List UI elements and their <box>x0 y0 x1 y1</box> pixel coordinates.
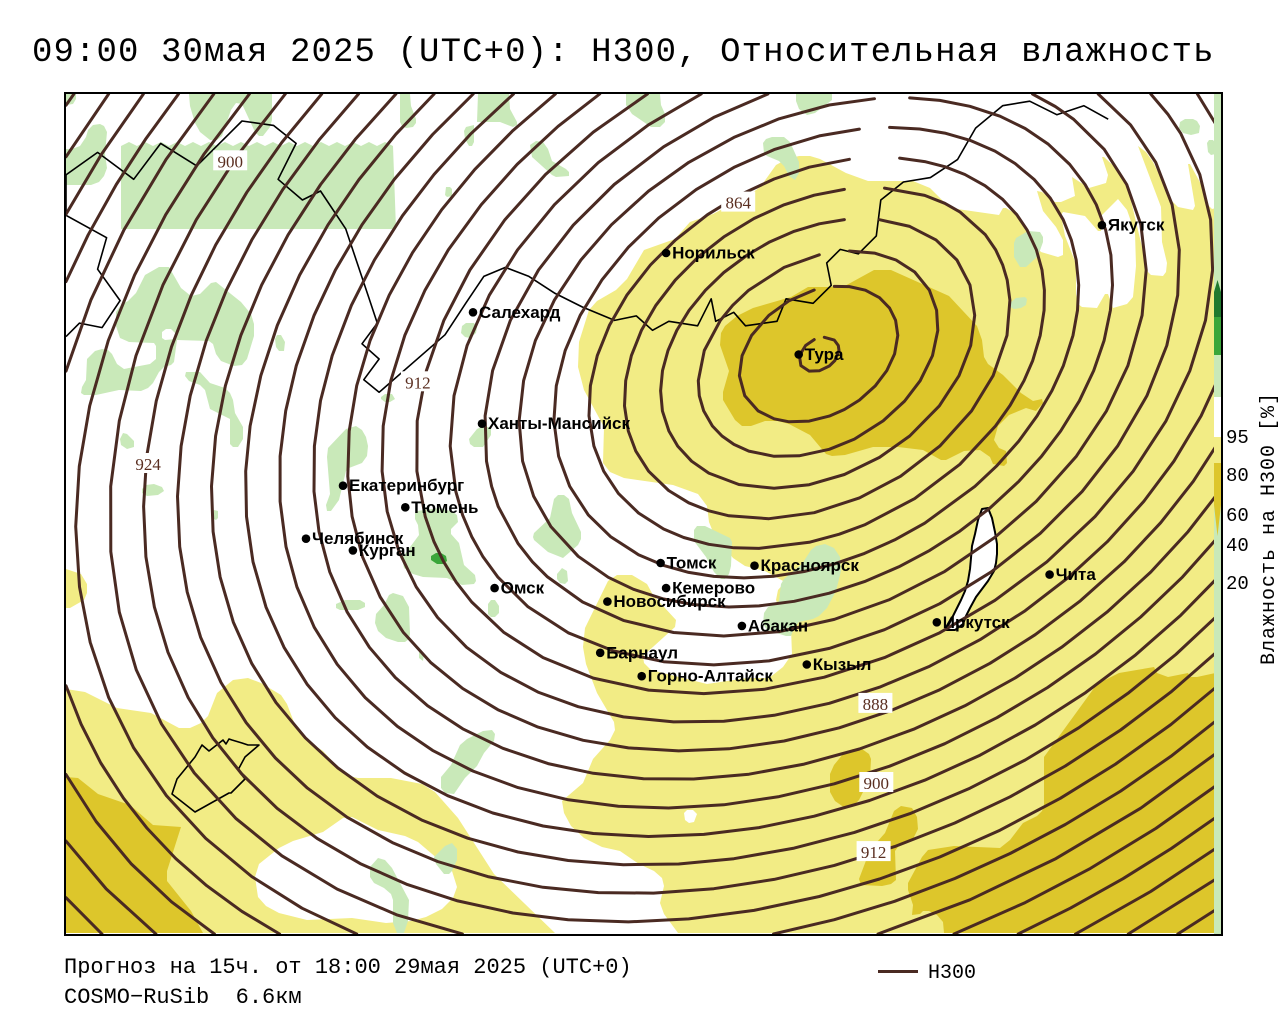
svg-text:Тура: Тура <box>805 345 844 364</box>
svg-text:864: 864 <box>725 194 751 213</box>
svg-text:Иркутск: Иркутск <box>943 613 1010 632</box>
svg-text:888: 888 <box>863 695 889 714</box>
svg-text:Якутск: Якутск <box>1108 216 1165 235</box>
svg-text:Кемерово: Кемерово <box>672 579 755 598</box>
svg-text:Чита: Чита <box>1056 565 1097 584</box>
svg-text:912: 912 <box>861 843 887 862</box>
svg-text:900: 900 <box>217 152 243 171</box>
svg-text:912: 912 <box>405 373 431 392</box>
svg-text:Салехард: Салехард <box>479 303 561 322</box>
svg-text:Омск: Омск <box>501 579 545 598</box>
svg-text:Норильск: Норильск <box>672 244 755 263</box>
svg-text:Барнаул: Барнаул <box>606 643 678 662</box>
svg-text:Горно-Алтайск: Горно-Алтайск <box>648 667 774 686</box>
svg-text:924: 924 <box>135 455 161 474</box>
svg-text:Красноярск: Красноярск <box>761 556 860 575</box>
svg-text:Абакан: Абакан <box>748 616 808 635</box>
svg-text:900: 900 <box>864 774 890 793</box>
svg-text:Томск: Томск <box>667 554 717 573</box>
svg-text:Екатеринбург: Екатеринбург <box>349 476 464 495</box>
svg-text:Курган: Курган <box>359 541 416 560</box>
svg-text:Ханты-Мансийск: Ханты-Мансийск <box>488 414 630 433</box>
svg-text:Кызыл: Кызыл <box>813 655 872 674</box>
svg-text:Тюмень: Тюмень <box>411 498 478 517</box>
